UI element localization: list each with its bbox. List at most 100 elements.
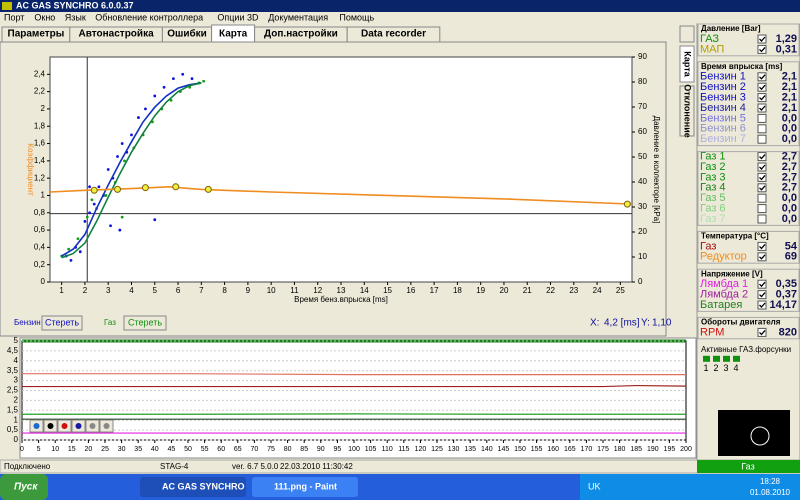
point [85, 215, 89, 219]
checkbox[interactable] [757, 214, 767, 224]
y2-tick-label: 50 [638, 152, 647, 161]
y-tick-label: 1,2 [34, 173, 46, 182]
x-tick-label: 7 [199, 286, 204, 295]
point [97, 185, 101, 189]
x-tick-label: 185 [630, 446, 642, 453]
checkbox[interactable] [757, 162, 767, 172]
menu-item[interactable]: Окно [34, 12, 55, 22]
row-value: 2,7 [782, 171, 797, 183]
clear-label: Стереть [45, 317, 79, 327]
check [759, 154, 766, 160]
menu-item[interactable]: Порт [4, 12, 24, 22]
x-tick-label: 13 [337, 286, 346, 295]
clear-label: Стереть [128, 317, 162, 327]
menu-item[interactable]: Обновление контроллера [95, 12, 203, 22]
task-label: AC GAS SYNCHRO [162, 481, 245, 491]
group-title: Давление [Bar] [701, 24, 761, 33]
x-tick-label: 6 [176, 286, 181, 295]
point [118, 228, 122, 232]
x-tick-label: 195 [664, 446, 676, 453]
y2-tick-label: 10 [638, 252, 647, 261]
tab[interactable] [346, 26, 441, 43]
x-tick-label: 175 [597, 446, 609, 453]
window-title: AC GAS SYNCHRO 6.0.0.37 [16, 0, 134, 10]
clear-button[interactable] [123, 315, 167, 331]
title-bar [0, 0, 800, 12]
checkbox[interactable] [757, 82, 767, 92]
checkbox[interactable] [757, 290, 767, 300]
menu-item[interactable]: Опции 3D [217, 12, 259, 22]
checkbox[interactable] [757, 279, 767, 289]
row-label: Батарея [700, 299, 742, 311]
checkbox[interactable] [757, 134, 767, 144]
checkbox[interactable] [757, 241, 767, 251]
checkbox[interactable] [757, 72, 767, 82]
point [162, 85, 166, 89]
check [759, 329, 766, 336]
x-tick-label: 18 [453, 286, 462, 295]
checkbox[interactable] [757, 152, 767, 162]
readout: X: [590, 318, 599, 329]
player-icon [103, 423, 110, 429]
y-tick-label: 0,8 [34, 208, 46, 217]
x-tick-label: 125 [431, 446, 443, 453]
x-tick-label: 25 [616, 286, 625, 295]
row-value: 0,0 [782, 112, 797, 124]
row-value: 0,0 [782, 203, 797, 215]
y2-tick-label: 70 [638, 102, 647, 111]
group-box [697, 268, 800, 312]
y-tick-label: 2,5 [7, 386, 19, 395]
checkbox[interactable] [757, 93, 767, 103]
checkbox[interactable] [757, 204, 767, 214]
checkbox[interactable] [757, 193, 767, 203]
point [144, 107, 147, 111]
injector-icon [713, 355, 720, 362]
side-button[interactable] [679, 25, 695, 43]
checkbox[interactable] [757, 183, 767, 193]
menu-item[interactable]: Документация [268, 12, 328, 22]
checkbox[interactable] [757, 172, 767, 182]
check [759, 84, 766, 91]
x-tick-label: 17 [430, 286, 439, 295]
side-tab[interactable] [679, 85, 695, 137]
x-tick-label: 65 [234, 446, 242, 453]
x-tick-label: 35 [134, 446, 142, 453]
checkbox[interactable] [757, 252, 767, 262]
point [137, 116, 140, 119]
y-tick-label: 1,6 [34, 139, 46, 148]
y-tick-label: 1 [14, 415, 19, 424]
checkbox[interactable] [757, 44, 767, 54]
group-box [697, 151, 800, 226]
status-field: ver. 6.7 5.0.0 [232, 462, 279, 471]
tab-label: Автонастройка [79, 29, 155, 40]
checkbox[interactable] [757, 113, 767, 123]
checkbox[interactable] [757, 124, 767, 134]
menu-item[interactable]: Помощь [339, 12, 374, 22]
point [171, 77, 175, 81]
plot-area [49, 56, 633, 283]
checkbox[interactable] [757, 103, 767, 113]
task-button[interactable] [140, 477, 246, 497]
side-tab[interactable] [679, 45, 695, 83]
marker [172, 183, 180, 191]
checkbox[interactable] [757, 300, 767, 310]
x-tick-label: 15 [383, 286, 392, 295]
x-tick-label: 95 [334, 446, 342, 453]
y-tick-label: 2,2 [34, 87, 46, 96]
start-button[interactable] [0, 474, 48, 500]
gas-label: Газ [104, 318, 116, 327]
clear-button[interactable] [41, 315, 83, 331]
checkbox[interactable] [757, 34, 767, 44]
row-value: 0,35 [776, 278, 797, 290]
x-tick-label: 50 [184, 446, 192, 453]
checkbox[interactable] [757, 327, 767, 337]
trace [22, 373, 686, 376]
row-label: Газ 1 [700, 151, 726, 163]
menu-item[interactable]: Язык [65, 12, 86, 22]
y-tick-label: 4 [14, 356, 19, 365]
point [76, 237, 80, 241]
injector-label: 4 [733, 363, 738, 373]
task-button[interactable] [252, 477, 358, 497]
y-tick-label: 1,8 [34, 121, 46, 130]
